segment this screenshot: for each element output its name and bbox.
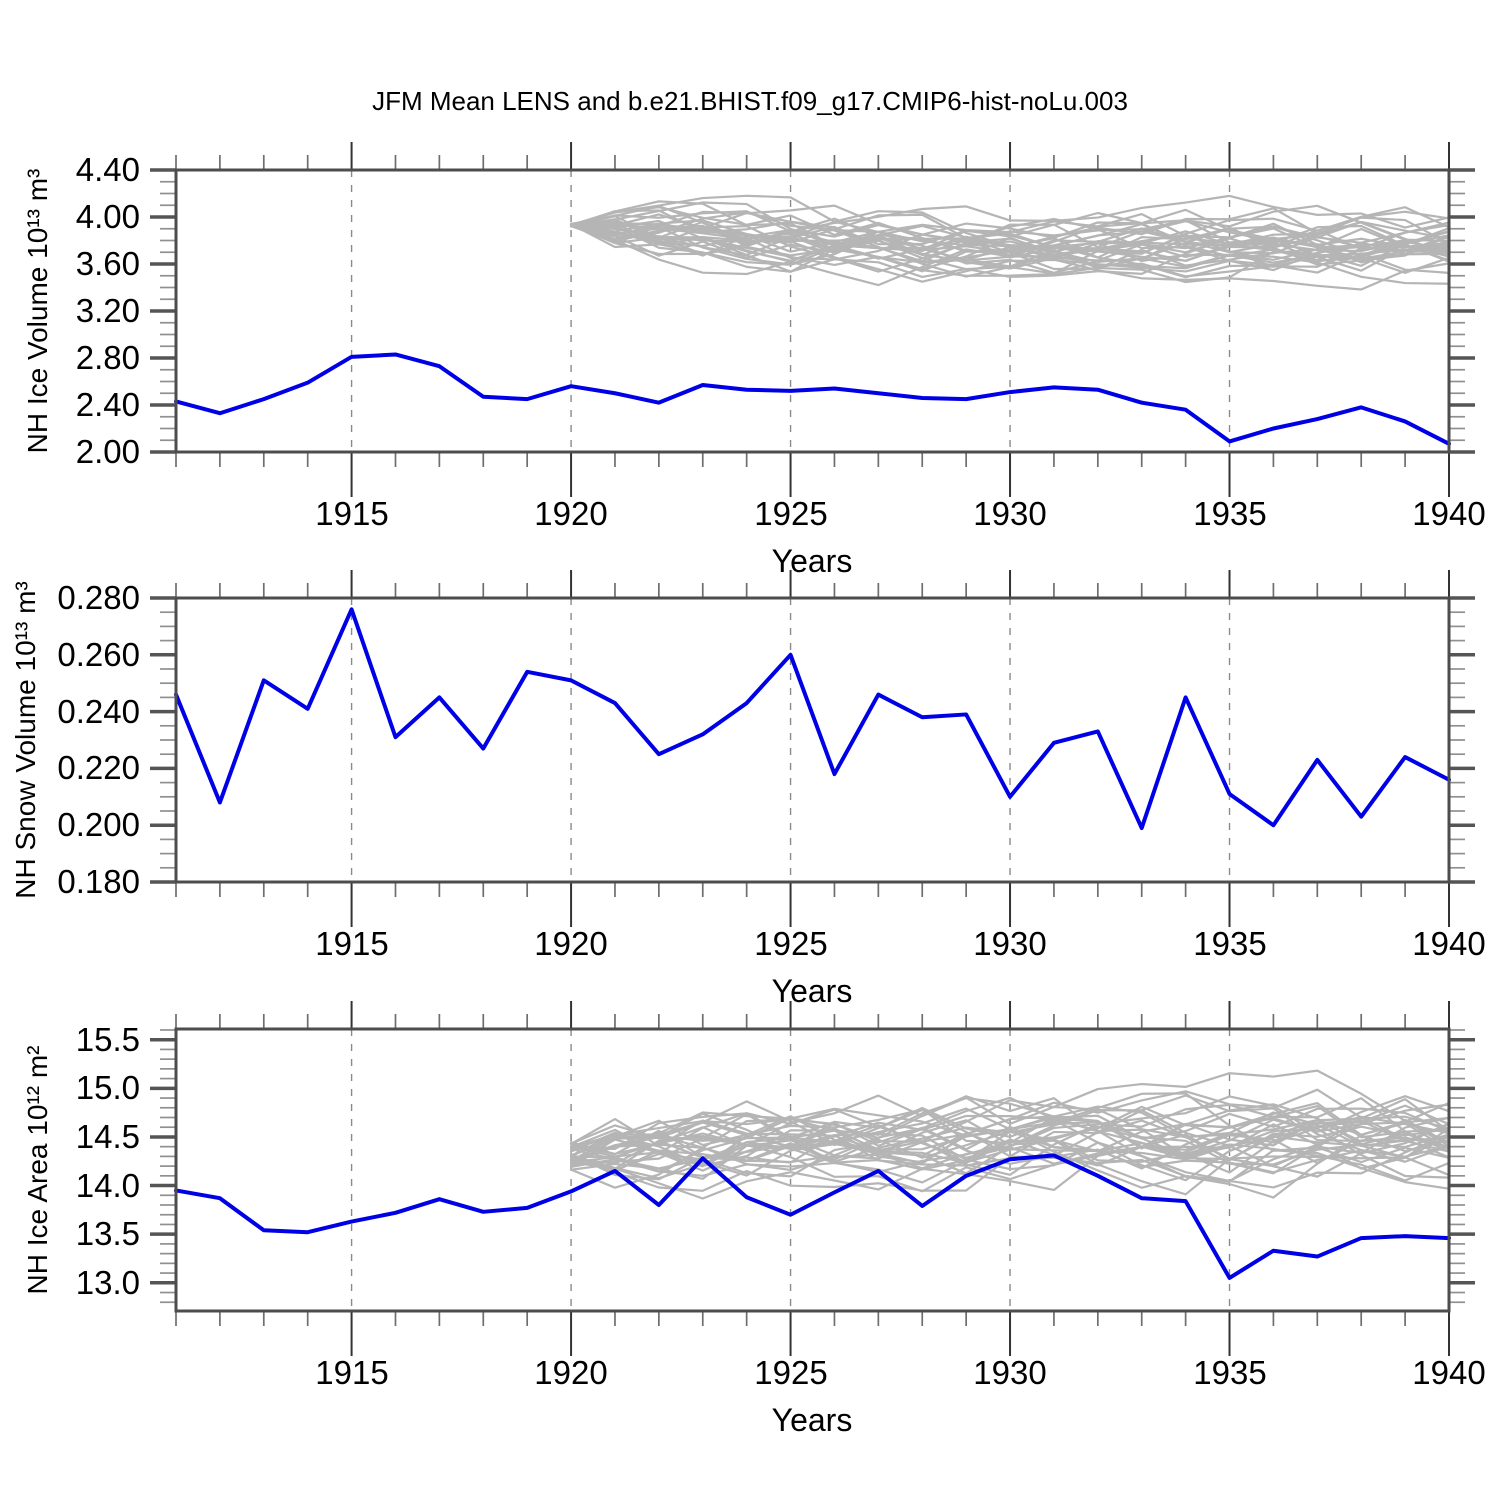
ensemble-member-line [569, 219, 1451, 273]
ensemble-member-line [569, 1125, 1451, 1178]
panel-3-data [174, 1069, 1451, 1280]
figure-title: JFM Mean LENS and b.e21.BHIST.f09_g17.CM… [372, 86, 1128, 116]
x-axis-title-panel2: Years [771, 973, 853, 1009]
ensemble-member-line [569, 1108, 1451, 1174]
main-series-line [174, 352, 1451, 446]
ensemble-member-line [569, 1103, 1451, 1175]
panel-2-frame [174, 596, 1451, 884]
ensemble-member-line [569, 201, 1451, 252]
x-axis-title-panel3: Years [771, 1402, 853, 1438]
ensemble-member-line [569, 1106, 1451, 1199]
y-axis-title-ice-area: NH Ice Area 10¹² m² [22, 1045, 53, 1295]
ensemble-member-line [569, 223, 1451, 287]
y-axis-title-snow-volume: NH Snow Volume 10¹³ m³ [10, 581, 41, 899]
panel-2-data [174, 607, 1451, 831]
y-axis-title-ice-volume: NH Ice Volume 10¹³ m³ [22, 168, 53, 454]
ensemble-member-line [569, 1122, 1451, 1178]
ensemble-member-line [569, 1101, 1451, 1192]
ensemble-member-line [569, 204, 1451, 256]
ensemble-member-line [569, 194, 1451, 279]
x-axis-title-panel1: Years [771, 543, 853, 579]
ensemble-member-line [569, 194, 1451, 233]
main-series-line [174, 607, 1451, 831]
ensemble-member-line [569, 206, 1451, 259]
ensemble-member-line [569, 1107, 1451, 1190]
ensemble-member-line [569, 200, 1451, 277]
panel-1-data [174, 194, 1451, 446]
ensemble-member-line [569, 1095, 1451, 1176]
ensemble-member-line [569, 204, 1451, 257]
ensemble-member-line [569, 1115, 1451, 1193]
panel-3-frame [174, 1027, 1451, 1313]
ensemble-member-line [569, 1069, 1451, 1171]
ensemble-member-line [569, 1099, 1451, 1152]
panel-1-frame [174, 168, 1451, 454]
ensemble-member-line [569, 210, 1451, 278]
main-series-line [174, 1153, 1451, 1280]
ensemble-member-line [569, 215, 1451, 271]
